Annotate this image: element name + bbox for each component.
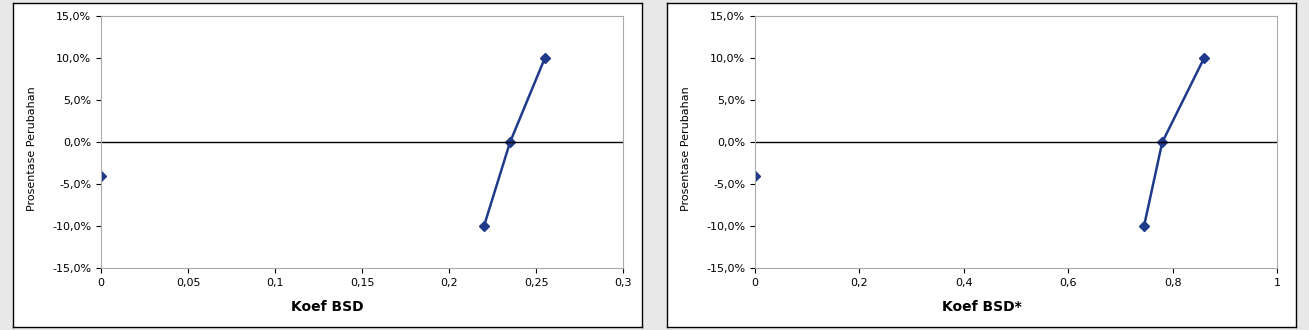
Text: Prosentase Perubahan: Prosentase Perubahan	[27, 86, 37, 211]
Text: Koef BSD*: Koef BSD*	[941, 300, 1021, 314]
Text: Prosentase Perubahan: Prosentase Perubahan	[681, 86, 691, 211]
Text: Koef BSD: Koef BSD	[291, 300, 364, 314]
